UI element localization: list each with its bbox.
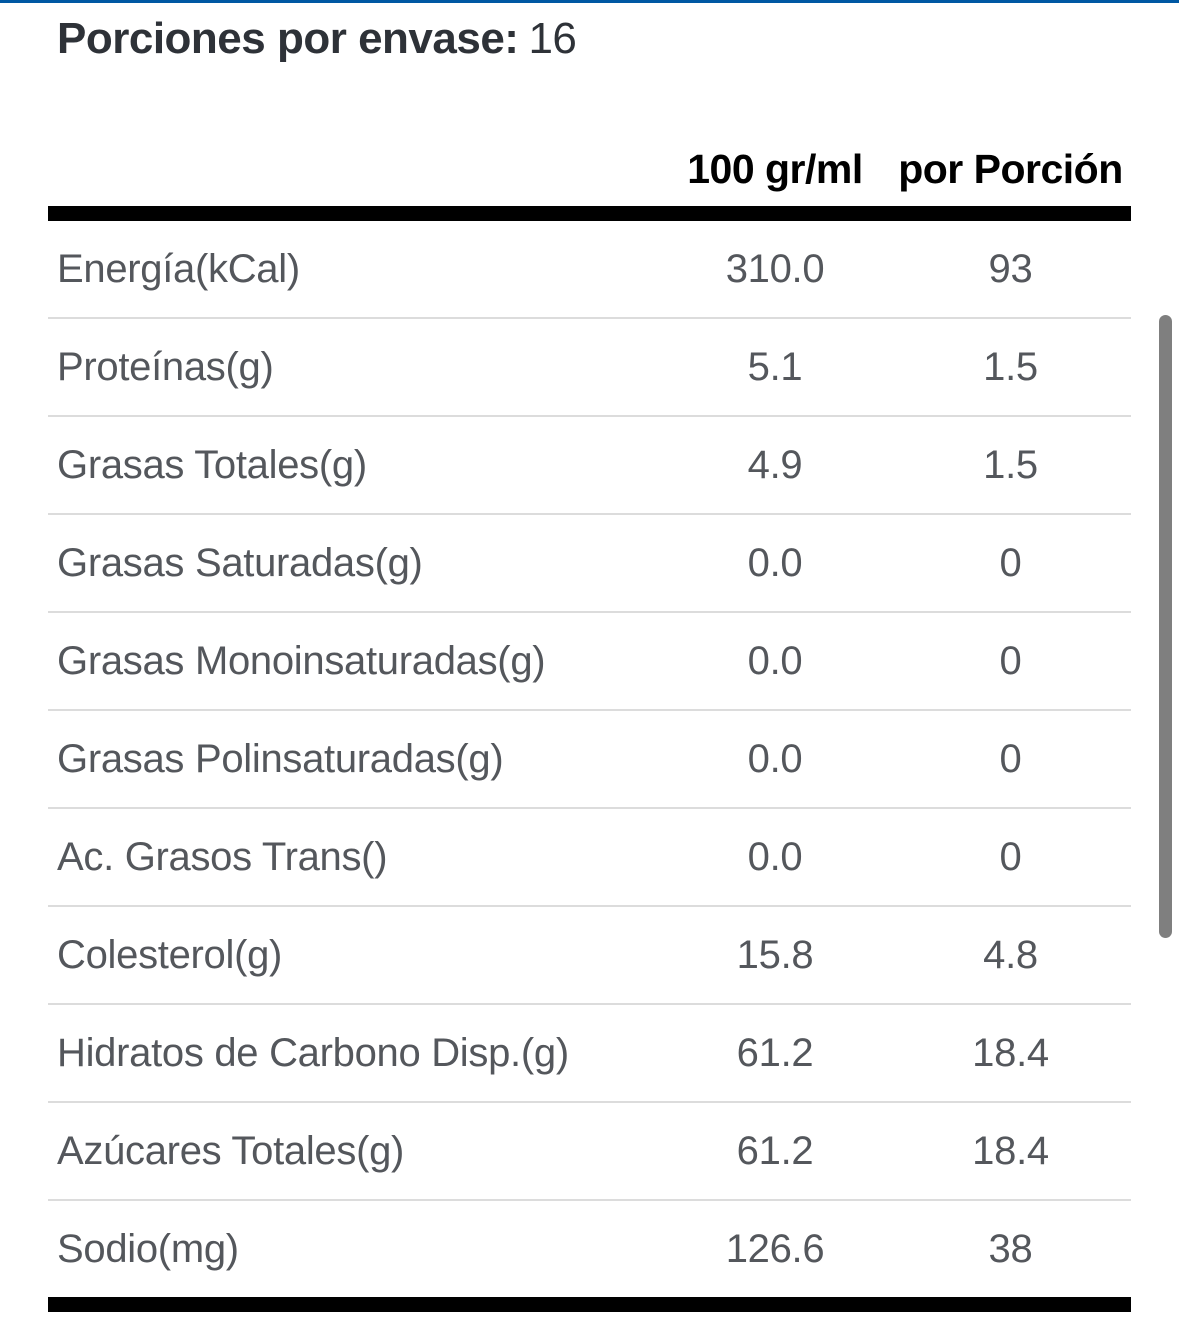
column-header-per-100: 100 gr/ml — [687, 146, 863, 192]
value-per-serving: 1.5 — [983, 442, 1038, 487]
table-header-row: 100 gr/ml por Porción — [48, 143, 1131, 195]
nutrient-name: Grasas Saturadas(g) — [57, 540, 423, 585]
servings-per-container: Porciones por envase: 16 — [57, 13, 1179, 65]
table-row: Proteínas(g) 5.1 1.5 — [48, 319, 1131, 417]
value-per-serving: 0 — [999, 834, 1022, 879]
value-per-100: 126.6 — [725, 1226, 825, 1271]
table-row: Ac. Grasos Trans() 0.0 0 — [48, 809, 1131, 907]
table-row: Colesterol(g) 15.8 4.8 — [48, 907, 1131, 1005]
value-per-serving: 38 — [988, 1226, 1033, 1271]
table-row: Energía(kCal) 310.0 93 — [48, 221, 1131, 319]
nutrient-name: Proteínas(g) — [57, 344, 274, 389]
value-per-100: 61.2 — [736, 1030, 814, 1075]
value-per-serving: 0 — [999, 540, 1022, 585]
table-row: Grasas Polinsaturadas(g) 0.0 0 — [48, 711, 1131, 809]
vertical-scrollbar-thumb[interactable] — [1159, 315, 1172, 938]
footer-divider-bar — [48, 1297, 1131, 1312]
table-body: Energía(kCal) 310.0 93 Proteínas(g) 5.1 … — [48, 221, 1131, 1297]
value-per-100: 15.8 — [736, 932, 814, 977]
value-per-100: 0.0 — [747, 834, 803, 879]
panel-content: Porciones por envase: 16 100 gr/ml por Po… — [0, 3, 1179, 1312]
value-per-100: 0.0 — [747, 638, 803, 683]
nutrient-name: Grasas Polinsaturadas(g) — [57, 736, 504, 781]
nutrient-name: Sodio(mg) — [57, 1226, 239, 1271]
column-header-per-serving: por Porción — [898, 146, 1123, 192]
value-per-100: 0.0 — [747, 540, 803, 585]
servings-label: Porciones por envase: — [57, 14, 519, 63]
nutrient-name: Ac. Grasos Trans() — [57, 834, 388, 879]
nutrient-name: Energía(kCal) — [57, 246, 300, 291]
table-row: Grasas Totales(g) 4.9 1.5 — [48, 417, 1131, 515]
value-per-100: 0.0 — [747, 736, 803, 781]
table-row: Azúcares Totales(g) 61.2 18.4 — [48, 1103, 1131, 1201]
nutrition-table: 100 gr/ml por Porción Energía(kCal) 310.… — [48, 143, 1131, 1312]
nutrient-name: Azúcares Totales(g) — [57, 1128, 405, 1173]
table-row: Grasas Monoinsaturadas(g) 0.0 0 — [48, 613, 1131, 711]
value-per-serving: 18.4 — [972, 1128, 1049, 1173]
value-per-serving: 1.5 — [983, 344, 1038, 389]
top-accent-line — [0, 0, 1179, 3]
value-per-serving: 18.4 — [972, 1030, 1049, 1075]
value-per-serving: 0 — [999, 638, 1022, 683]
value-per-serving: 0 — [999, 736, 1022, 781]
table-row: Hidratos de Carbono Disp.(g) 61.2 18.4 — [48, 1005, 1131, 1103]
nutrient-name: Grasas Totales(g) — [57, 442, 367, 487]
table-row: Sodio(mg) 126.6 38 — [48, 1201, 1131, 1297]
nutrient-name: Colesterol(g) — [57, 932, 283, 977]
nutrient-name: Hidratos de Carbono Disp.(g) — [57, 1030, 569, 1075]
value-per-100: 5.1 — [747, 344, 803, 389]
value-per-serving: 4.8 — [983, 932, 1038, 977]
servings-value: 16 — [528, 14, 577, 63]
value-per-serving: 93 — [988, 246, 1033, 291]
nutrient-name: Grasas Monoinsaturadas(g) — [57, 638, 546, 683]
table-row: Grasas Saturadas(g) 0.0 0 — [48, 515, 1131, 613]
value-per-100: 310.0 — [725, 246, 825, 291]
header-divider-bar — [48, 206, 1131, 221]
value-per-100: 61.2 — [736, 1128, 814, 1173]
value-per-100: 4.9 — [747, 442, 803, 487]
